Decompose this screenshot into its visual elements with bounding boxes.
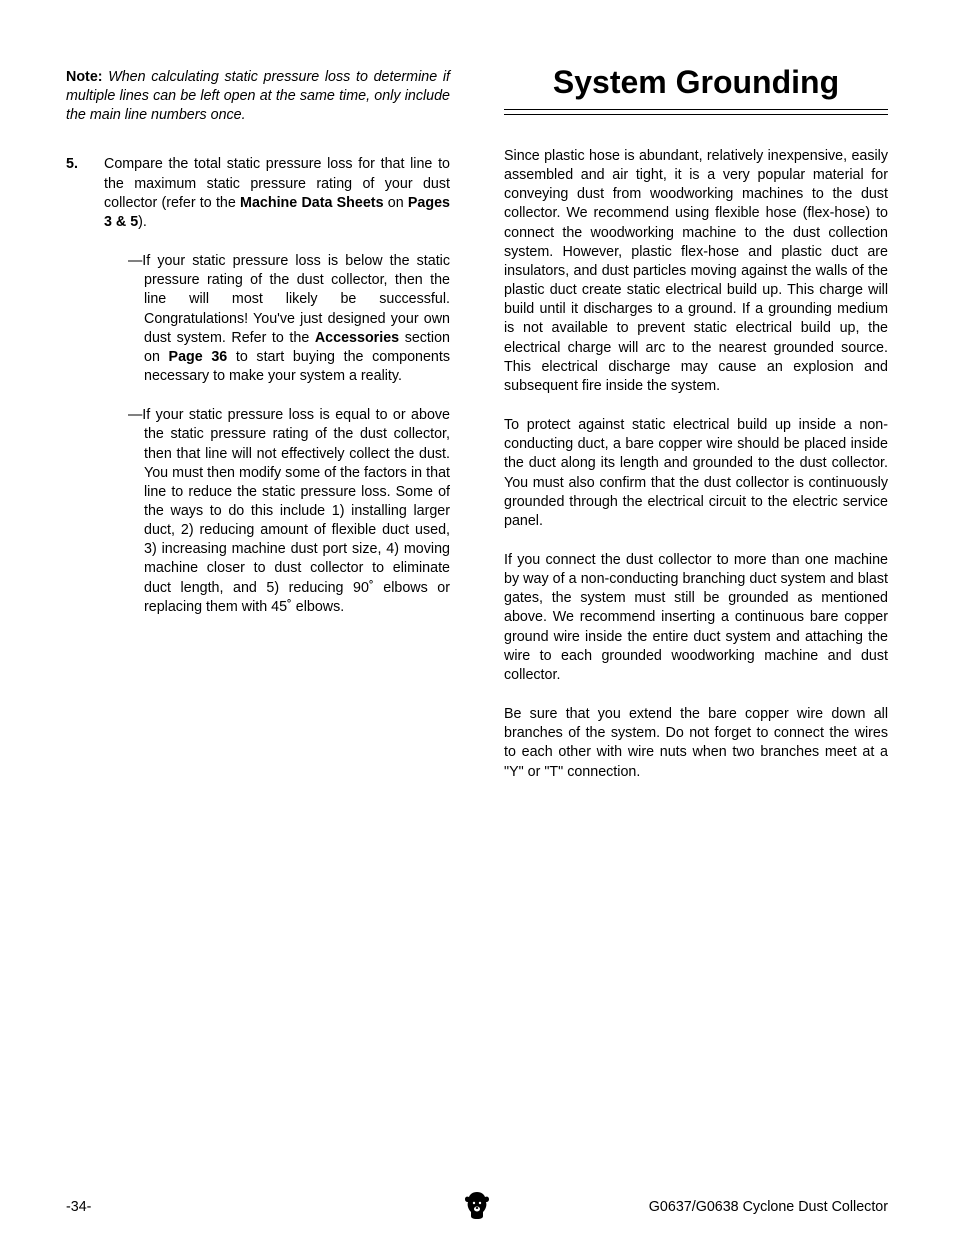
list-marker: 5. xyxy=(66,155,104,636)
note-text: When calculating static pressure loss to… xyxy=(66,69,450,123)
page-footer: -34- G0637/G0638 Cyclone Dust Collector xyxy=(66,1199,888,1215)
note-paragraph: Note: When calculating static pressure l… xyxy=(66,68,450,125)
sub-item-1: —If your static pressure loss is below t… xyxy=(128,252,450,386)
paragraph-3: If you connect the dust collector to mor… xyxy=(504,551,888,685)
section-heading: System Grounding xyxy=(504,64,888,110)
sub-item-2: —If your static pressure loss is equal t… xyxy=(128,406,450,617)
footer-title: G0637/G0638 Cyclone Dust Collector xyxy=(649,1199,888,1215)
list-body: Compare the total static pressure loss f… xyxy=(104,155,450,636)
bold-run: Accessories xyxy=(315,330,399,346)
bear-icon xyxy=(463,1190,491,1220)
page-number: -34- xyxy=(66,1199,91,1215)
bold-run: Machine Data Sheets xyxy=(240,195,384,211)
text-run: on xyxy=(384,195,408,211)
sub-item-list: —If your static pressure loss is below t… xyxy=(104,252,450,617)
paragraph-2: To protect against static electrical bui… xyxy=(504,416,888,531)
heading-rule xyxy=(504,114,888,115)
paragraph-4: Be sure that you extend the bare copper … xyxy=(504,705,888,782)
left-column: Note: When calculating static pressure l… xyxy=(66,68,450,802)
right-column: System Grounding Since plastic hose is a… xyxy=(504,68,888,802)
list-item-5: 5. Compare the total static pressure los… xyxy=(66,155,450,636)
footer-logo xyxy=(463,1190,491,1224)
text-run: ). xyxy=(138,214,147,230)
list-lead-paragraph: Compare the total static pressure loss f… xyxy=(104,155,450,232)
paragraph-1: Since plastic hose is abundant, relative… xyxy=(504,147,888,396)
note-label: Note: xyxy=(66,69,103,85)
bold-run: Page 36 xyxy=(169,349,228,365)
